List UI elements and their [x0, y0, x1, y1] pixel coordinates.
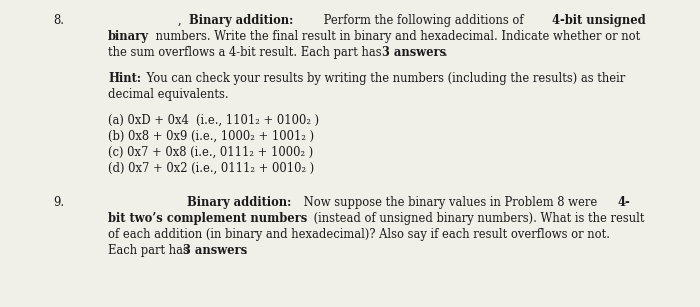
Text: ,: , [178, 14, 186, 27]
Text: (instead of unsigned binary numbers). What is the result: (instead of unsigned binary numbers). Wh… [310, 212, 645, 225]
Text: (b) 0x8 + 0x9 (i.e., 1000₂ + 1001₂ ): (b) 0x8 + 0x9 (i.e., 1000₂ + 1001₂ ) [108, 130, 314, 143]
Text: the sum overflows a 4-bit result. Each part has: the sum overflows a 4-bit result. Each p… [108, 46, 385, 59]
Text: (d) 0x7 + 0x2 (i.e., 0111₂ + 0010₂ ): (d) 0x7 + 0x2 (i.e., 0111₂ + 0010₂ ) [108, 162, 314, 175]
Text: Binary addition:: Binary addition: [189, 14, 293, 27]
Text: Perform the following additions of: Perform the following additions of [320, 14, 527, 27]
Text: .: . [444, 46, 448, 59]
Text: Each part has: Each part has [108, 244, 192, 257]
Text: 4-bit unsigned: 4-bit unsigned [552, 14, 645, 27]
Text: (a) 0xD + 0x4  (i.e., 1101₂ + 0100₂ ): (a) 0xD + 0x4 (i.e., 1101₂ + 0100₂ ) [108, 114, 319, 127]
Text: You can check your results by writing the numbers (including the results) as the: You can check your results by writing th… [143, 72, 625, 85]
Text: Hint:: Hint: [108, 72, 141, 85]
Text: 4-: 4- [618, 196, 631, 209]
Text: decimal equivalents.: decimal equivalents. [108, 88, 229, 101]
Text: Binary addition:: Binary addition: [187, 196, 291, 209]
Text: Now suppose the binary values in Problem 8 were: Now suppose the binary values in Problem… [300, 196, 601, 209]
Text: (c) 0x7 + 0x8 (i.e., 0111₂ + 1000₂ ): (c) 0x7 + 0x8 (i.e., 0111₂ + 1000₂ ) [108, 146, 314, 159]
Text: .: . [244, 244, 248, 257]
Text: 3 answers: 3 answers [382, 46, 446, 59]
Text: of each addition (in binary and hexadecimal)? Also say if each result overflows : of each addition (in binary and hexadeci… [108, 228, 610, 241]
Text: bit two’s complement numbers: bit two’s complement numbers [108, 212, 307, 225]
Text: binary: binary [108, 30, 149, 43]
Text: numbers. Write the final result in binary and hexadecimal. Indicate whether or n: numbers. Write the final result in binar… [152, 30, 640, 43]
Text: 3 answers: 3 answers [183, 244, 247, 257]
Text: 8.: 8. [53, 14, 64, 27]
Text: 9.: 9. [53, 196, 64, 209]
